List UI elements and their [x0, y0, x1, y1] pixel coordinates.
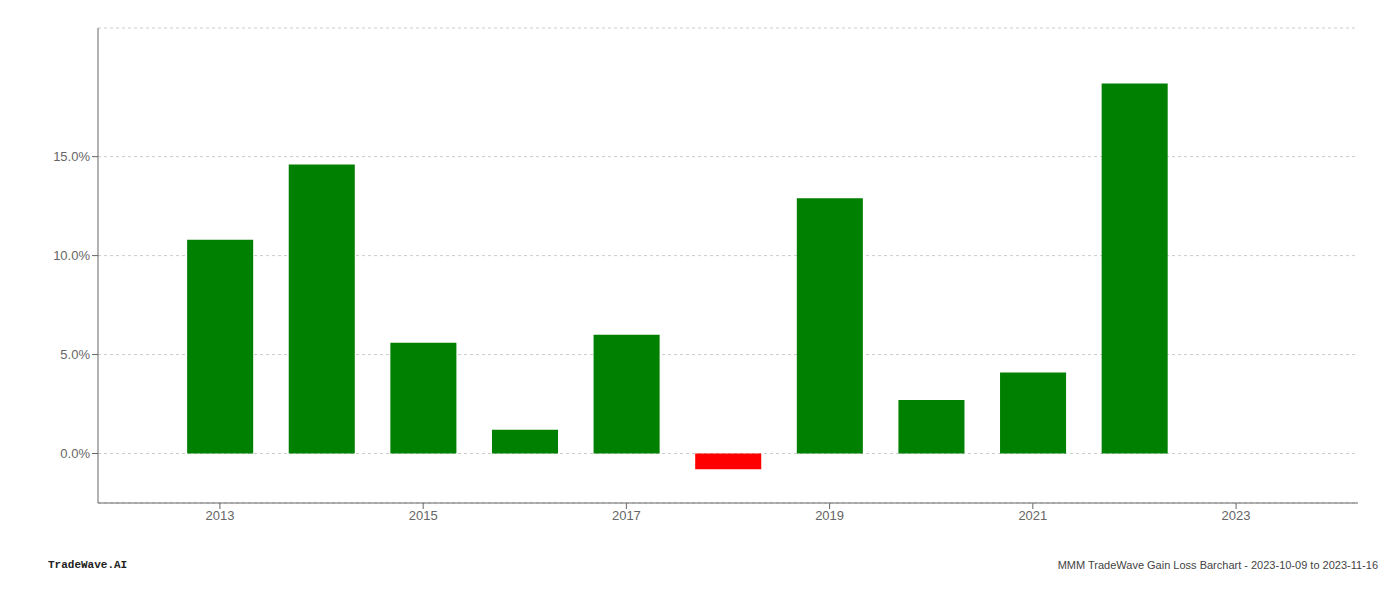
- svg-text:2023: 2023: [1222, 508, 1251, 523]
- html-text:MMM TradeWave Gain Loss Barcha: MMM TradeWave Gain Loss Barchart - 2023-…: [1057, 559, 1378, 571]
- svg-text:5.0%: 5.0%: [60, 347, 90, 362]
- svg-text:2013: 2013: [205, 508, 234, 523]
- svg-text:15.0%: 15.0%: [53, 149, 90, 164]
- html-text:TradeWave.AI: TradeWave.AI: [48, 559, 128, 571]
- svg-text:2015: 2015: [409, 508, 438, 523]
- svg-text:0.0%: 0.0%: [60, 446, 90, 461]
- svg-text:2019: 2019: [815, 508, 844, 523]
- svg-text:2017: 2017: [612, 508, 641, 523]
- svg-text:2021: 2021: [1018, 508, 1047, 523]
- svg-text:10.0%: 10.0%: [53, 248, 90, 263]
